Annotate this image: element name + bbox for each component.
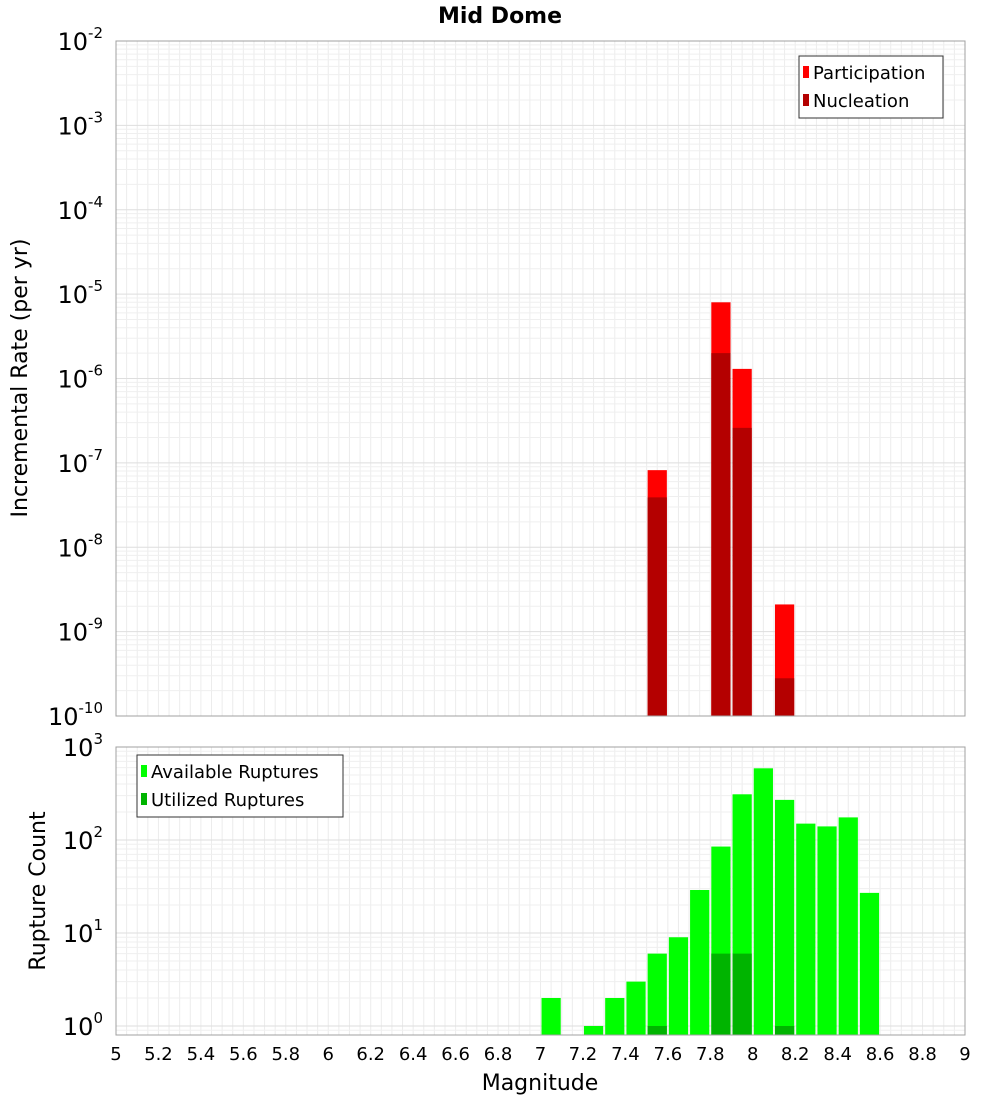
x-tick-label: 7.6 [654, 1044, 683, 1065]
x-tick-label: 8 [747, 1044, 758, 1065]
bottom-y-tick-label: 103 [63, 730, 103, 762]
bottom-bar-utilized-ruptures [647, 1025, 667, 1035]
bottom-y-tick-label: 102 [63, 823, 103, 855]
top-legend-swatch [803, 66, 809, 78]
bottom-bar-available-ruptures [838, 817, 858, 1035]
top-y-tick-label: 10-8 [57, 530, 103, 562]
top-legend-label: Participation [813, 63, 925, 84]
top-y-tick-label: 10-7 [57, 446, 103, 478]
bottom-bar-utilized-ruptures [774, 1025, 795, 1035]
top-y-tick-label: 10-4 [57, 193, 103, 225]
bottom-bar-available-ruptures [583, 1025, 604, 1035]
bottom-y-tick-label: 101 [63, 916, 103, 948]
bottom-bar-available-ruptures [690, 889, 710, 1035]
bottom-bar-available-ruptures [541, 997, 561, 1035]
bottom-bar-utilized-ruptures [711, 953, 731, 1035]
x-tick-label: 8.6 [866, 1044, 895, 1065]
x-tick-label: 5.2 [144, 1044, 173, 1065]
x-tick-label: 8.8 [908, 1044, 937, 1065]
bottom-legend-box [136, 754, 344, 818]
bottom-plot-area: 103 102 101 100 Available Ruptures Utilized R… [63, 730, 971, 1065]
top-y-tick-label: 10-6 [57, 362, 103, 394]
x-tick-label: 6.2 [356, 1044, 385, 1065]
x-tick-label: 5.6 [229, 1044, 258, 1065]
top-bar-nucleation [732, 427, 752, 716]
bottom-y-axis-label: Rupture Count [26, 811, 51, 971]
bottom-bar-utilized-ruptures [732, 953, 752, 1035]
bottom-bar-available-ruptures [796, 823, 816, 1035]
x-tick-label: 7.2 [569, 1044, 598, 1065]
bottom-bar-available-ruptures [626, 981, 646, 1035]
x-tick-label: 6.4 [399, 1044, 428, 1065]
x-tick-label: 8.2 [781, 1044, 810, 1065]
bottom-bar-available-ruptures [605, 997, 625, 1035]
x-tick-label: 5 [110, 1044, 121, 1065]
top-y-tick-label: 10-5 [57, 277, 103, 309]
top-legend-swatch [803, 94, 809, 106]
bottom-y-tick-label: 100 [63, 1009, 103, 1041]
top-y-tick-label: 10-3 [57, 108, 103, 140]
x-tick-label: 9 [959, 1044, 970, 1065]
x-axis-label: Magnitude [482, 1071, 599, 1096]
x-tick-label: 7.4 [611, 1044, 640, 1065]
chart-title: Mid Dome [438, 4, 562, 29]
bottom-bar-available-ruptures [774, 799, 795, 1035]
top-y-tick-label: 10-2 [57, 24, 103, 56]
x-tick-label: 6.8 [484, 1044, 513, 1065]
top-bar-nucleation [774, 678, 795, 716]
top-bar-nucleation [647, 497, 667, 716]
x-tick-label: 7.8 [696, 1044, 725, 1065]
top-plot-area: 10-2 10-3 10-4 10-5 10-6 10-7 10-8 10-9 10-10 Par… [48, 24, 966, 731]
top-bar-nucleation [711, 353, 731, 716]
x-tick-label: 5.4 [187, 1044, 216, 1065]
bottom-legend-swatch [141, 793, 147, 805]
bottom-legend-label: Available Ruptures [151, 762, 319, 783]
top-y-axis-label: Incremental Rate (per yr) [8, 239, 33, 518]
bottom-bar-available-ruptures [647, 953, 667, 1035]
bottom-legend-label: Utilized Ruptures [151, 790, 304, 811]
bottom-bar-available-ruptures [859, 892, 880, 1035]
x-tick-label: 6 [323, 1044, 334, 1065]
top-y-tick-label: 10-9 [57, 615, 103, 647]
top-y-tick-label: 10-10 [48, 699, 103, 731]
top-legend-box [798, 55, 944, 119]
x-tick-label: 5.8 [271, 1044, 300, 1065]
x-tick-label: 7 [535, 1044, 546, 1065]
bottom-plot-frame [115, 746, 966, 1036]
bottom-bar-available-ruptures [753, 768, 773, 1035]
bottom-legend-swatch [141, 765, 147, 777]
bottom-bar-available-ruptures [817, 826, 837, 1035]
x-tick-label: 8.4 [823, 1044, 852, 1065]
x-tick-label: 6.6 [441, 1044, 470, 1065]
bottom-bar-available-ruptures [668, 937, 689, 1035]
top-plot-frame [115, 40, 966, 717]
top-legend-label: Nucleation [813, 91, 909, 112]
